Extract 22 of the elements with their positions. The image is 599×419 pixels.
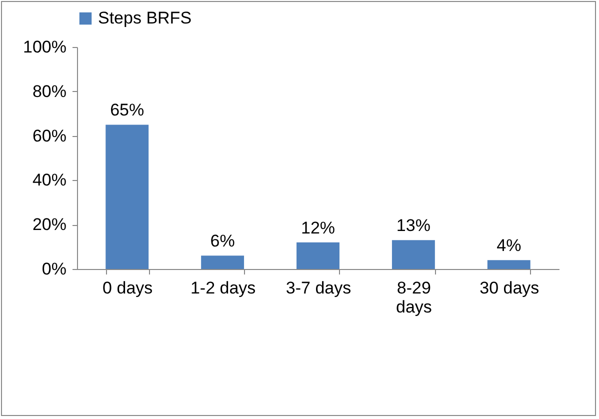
x-tick-label: 8-29 days bbox=[396, 278, 432, 316]
x-tick-label: 3-7 days bbox=[286, 278, 352, 298]
bar bbox=[201, 256, 244, 269]
legend-label: Steps BRFS bbox=[98, 8, 192, 28]
data-label: 65% bbox=[110, 100, 144, 120]
bar bbox=[296, 242, 340, 269]
y-tick-label: 80% bbox=[32, 82, 66, 101]
bar bbox=[487, 260, 530, 269]
x-tick-label: 30 days bbox=[480, 278, 540, 298]
data-label: 4% bbox=[496, 236, 522, 256]
data-label: 12% bbox=[300, 218, 336, 238]
y-tick-label: 20% bbox=[32, 215, 66, 234]
data-label: 6% bbox=[210, 232, 235, 251]
bar bbox=[392, 240, 435, 269]
x-tick-label: 1-2 days bbox=[190, 278, 256, 298]
y-tick-label: 40% bbox=[32, 170, 66, 190]
y-tick-label: 0% bbox=[42, 260, 66, 278]
y-tick-label: 100% bbox=[23, 38, 66, 56]
x-tick-label: 0 days bbox=[102, 278, 153, 298]
bar bbox=[106, 124, 149, 269]
data-label: 13% bbox=[396, 216, 430, 236]
y-tick-label: 60% bbox=[32, 126, 66, 146]
